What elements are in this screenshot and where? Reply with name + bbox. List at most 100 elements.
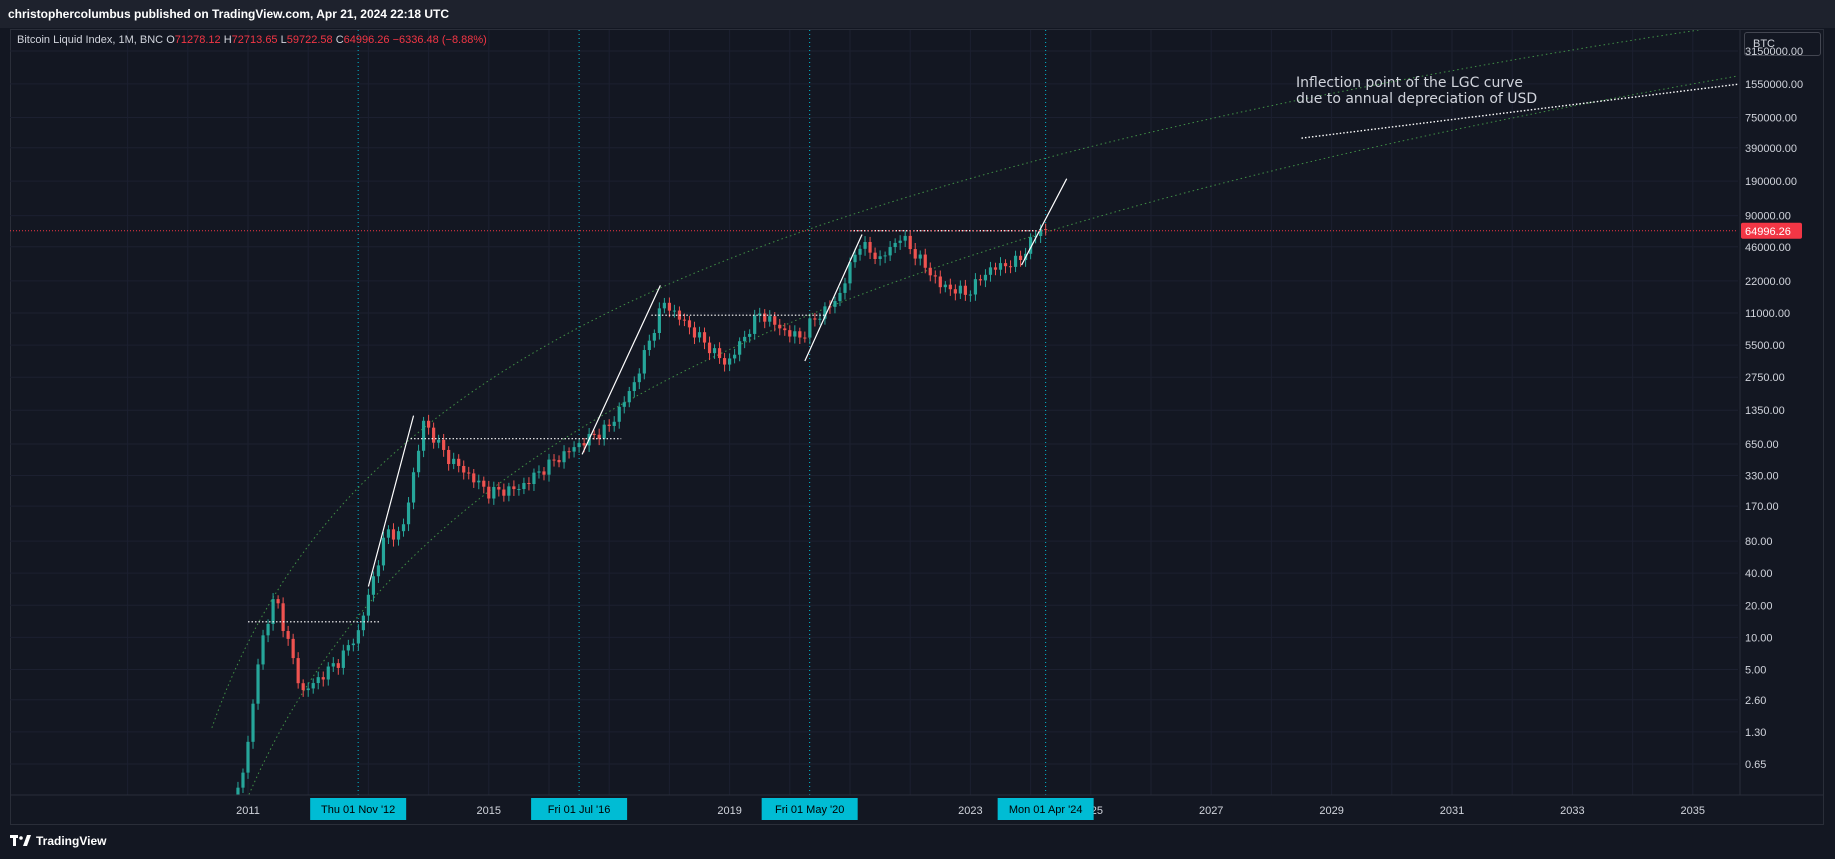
candle-body — [753, 315, 757, 334]
candle-body — [908, 235, 912, 250]
annotation-line-1: Inflection point of the LGC curve — [1296, 75, 1524, 91]
candle-body — [361, 615, 365, 631]
candle-body — [788, 330, 792, 337]
candle-body — [311, 683, 315, 689]
candle-body — [958, 285, 962, 294]
candle-body — [301, 683, 305, 691]
candle-body — [326, 666, 330, 680]
legend-high: 72713.65 — [231, 34, 278, 46]
candle-body — [1018, 255, 1023, 261]
candle-body — [733, 354, 737, 359]
candle-body — [692, 327, 697, 338]
candle-body — [557, 459, 561, 463]
candle-body — [612, 421, 616, 426]
candle-body — [381, 537, 386, 566]
chart-annotation[interactable]: Inflection point of the LGC curve due to… — [1296, 75, 1537, 107]
date-marker-tag — [761, 798, 858, 820]
candle-body — [748, 333, 752, 337]
candle-body — [351, 643, 355, 646]
y-tick-label: 80.00 — [1745, 536, 1773, 548]
chart-legend: Bitcoin Liquid Index, 1M, BNC O71278.12 … — [17, 34, 487, 46]
candle-body — [316, 677, 320, 684]
date-marker-tag-label: Fri 01 Jul '16 — [548, 804, 611, 816]
candle-body — [888, 247, 892, 256]
candle-body — [592, 433, 596, 435]
candle-body — [798, 331, 802, 338]
candle-body — [517, 489, 521, 491]
candle-body — [873, 252, 877, 259]
candle-body — [602, 424, 606, 439]
candle-body — [773, 316, 777, 325]
candle-body — [998, 263, 1003, 270]
candle-body — [416, 450, 421, 473]
candle-body — [286, 631, 290, 639]
candle-body — [667, 302, 671, 311]
candle-body — [858, 248, 862, 255]
candle-body — [336, 663, 340, 668]
x-tick-label: 2019 — [717, 805, 741, 817]
candle-body — [306, 688, 310, 691]
candle-body — [502, 489, 506, 496]
annotation-line-2: due to annual depreciation of USD — [1296, 91, 1538, 107]
date-marker-tag-label: Fri 01 May '20 — [775, 804, 844, 816]
footer-brand: TradingView — [36, 834, 107, 848]
candle-body — [457, 458, 461, 466]
candle-body — [647, 340, 651, 351]
candle-body — [642, 350, 646, 374]
candle-body — [406, 502, 411, 525]
candle-body — [256, 664, 260, 704]
candle-body — [552, 459, 556, 461]
y-tick-label: 22000.00 — [1745, 276, 1791, 288]
candle-body — [928, 267, 932, 276]
date-marker-tag-label: Mon 01 Apr '24 — [1009, 804, 1083, 816]
x-tick-label: 2015 — [477, 805, 501, 817]
candle-body — [371, 576, 376, 595]
candle-body — [622, 402, 626, 407]
y-tick-label: 0.65 — [1745, 759, 1766, 771]
legend-low-label: L — [280, 34, 287, 46]
candle-body — [818, 318, 822, 320]
candle-body — [843, 283, 847, 293]
candle-body — [276, 599, 280, 604]
candle-body — [537, 471, 541, 473]
candle-body — [993, 267, 998, 270]
candle-body — [968, 294, 972, 296]
candle-body — [662, 302, 666, 309]
candle-body — [492, 486, 496, 499]
candle-body — [291, 638, 295, 659]
y-tick-label: 750000.00 — [1745, 112, 1797, 124]
y-tick-label: 46000.00 — [1745, 242, 1791, 254]
tradingview-logo[interactable]: TradingView — [10, 834, 106, 848]
candle-body — [783, 328, 787, 331]
candle-body — [376, 565, 381, 577]
candle-body — [898, 240, 902, 243]
candle-body — [522, 482, 526, 490]
candle-body — [261, 635, 265, 665]
candle-body — [712, 348, 717, 354]
candle-body — [657, 308, 661, 334]
symbol-label[interactable]: BTC — [1744, 32, 1821, 56]
date-marker-tag — [310, 798, 407, 820]
candle-body — [386, 529, 391, 538]
candle-body — [953, 289, 957, 294]
candle-body — [763, 313, 767, 322]
candle-body — [778, 324, 782, 329]
candle-body — [617, 406, 621, 422]
candle-body — [707, 342, 712, 354]
candle-body — [682, 319, 687, 321]
candle-body — [823, 306, 827, 319]
candle-body — [943, 284, 947, 288]
candle-body — [487, 486, 491, 499]
candle-body — [697, 332, 702, 338]
legend-symbol[interactable]: Bitcoin Liquid Index, 1M, BNC — [17, 34, 164, 46]
y-tick-label: 1350.00 — [1745, 405, 1785, 417]
candle-body — [366, 594, 370, 616]
candle-body — [687, 320, 692, 328]
candle-body — [868, 241, 872, 253]
candle-body — [1034, 236, 1038, 238]
y-tick-label: 190000.00 — [1745, 176, 1797, 188]
y-tick-label: 20.00 — [1745, 600, 1773, 612]
inflection-extension — [1301, 83, 1738, 139]
candle-body — [482, 480, 486, 487]
